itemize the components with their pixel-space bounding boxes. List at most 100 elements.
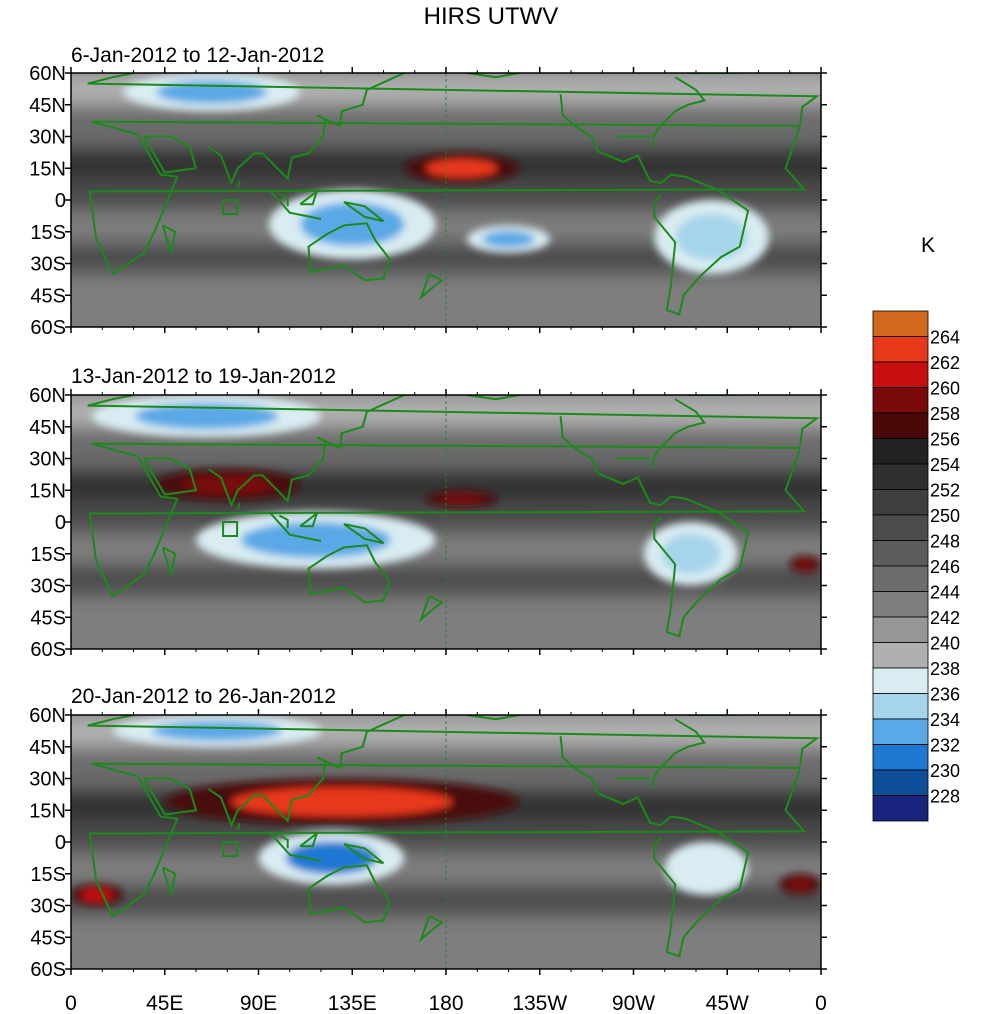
panel-1-coastlines	[87, 73, 820, 316]
coastline	[418, 273, 444, 301]
coastline	[343, 843, 385, 865]
coastline	[268, 188, 322, 220]
coastline	[651, 718, 707, 790]
coastline	[307, 544, 391, 604]
panel-1-field	[71, 73, 821, 327]
moist-anomaly-core	[680, 851, 733, 885]
colorbar-label: 232	[930, 736, 960, 756]
colorbar-box	[872, 667, 929, 694]
coastline	[207, 73, 405, 186]
coastline	[343, 201, 385, 223]
colorbar-label: 258	[930, 404, 960, 424]
colorbar-label: 262	[930, 353, 960, 373]
map-panel-1: 6-Jan-2012 to 12-Jan-2012 60N 45N 30N 15N 0 1…	[29, 44, 827, 339]
anomaly-features	[71, 715, 821, 906]
coastline	[307, 222, 391, 282]
panel-2-period: 13-Jan-2012 to 19-Jan-2012	[71, 365, 336, 388]
warm-anomaly-core	[795, 559, 816, 570]
lat-tick-label: 45N	[29, 737, 66, 759]
lon-tick-label: 0	[815, 992, 827, 1014]
coastline	[161, 546, 177, 576]
coastline	[466, 73, 520, 79]
lat-tick-label: 30N	[29, 769, 66, 791]
panel-3-ticks	[65, 709, 827, 975]
lon-tick-label: 135E	[328, 992, 377, 1014]
colorbar-box	[872, 463, 929, 490]
panel-1-ticks	[65, 67, 827, 333]
lon-tick-label: 90E	[240, 992, 277, 1014]
coastline	[307, 864, 391, 924]
colorbar-box	[872, 387, 929, 414]
coastline	[88, 120, 807, 276]
colorbar-box	[872, 412, 929, 439]
colorbar-box	[872, 438, 929, 465]
colorbar-box	[872, 310, 929, 337]
lat-tick-label: 15N	[29, 158, 66, 180]
coastline	[466, 715, 520, 721]
panel-2-lat-labels: 60N 45N 30N 15N 0 15S 30S 45S 60S	[29, 385, 66, 661]
colorbar-label: 230	[930, 761, 960, 781]
warm-anomaly-core	[231, 787, 453, 817]
colorbar-boxes	[872, 310, 929, 822]
zonal-band	[71, 916, 821, 969]
colorbar-label: 238	[930, 659, 960, 679]
coastline	[207, 715, 405, 828]
coastline	[236, 502, 241, 510]
coastline	[161, 866, 177, 896]
lat-tick-label: 15S	[30, 222, 66, 244]
coastline	[88, 442, 807, 598]
colorbar-labels: 264 262 260 258 256 254 252 250 248 246 244 242 240 2…	[930, 328, 960, 807]
coastline	[559, 94, 750, 316]
colorbar-box	[872, 795, 929, 822]
colorbar-label: 244	[930, 583, 960, 603]
colorbar-unit: K	[921, 234, 935, 257]
moist-anomaly-core	[156, 80, 267, 104]
lon-tick-label: 45E	[146, 992, 183, 1014]
zonal-band	[71, 596, 821, 649]
lat-tick-label: 30N	[29, 449, 66, 471]
warm-anomaly-core	[425, 158, 498, 178]
panel-2-ticks	[65, 389, 827, 655]
panel-1-period: 6-Jan-2012 to 12-Jan-2012	[71, 44, 324, 67]
lon-tick-label: 180	[428, 992, 463, 1014]
coastline	[299, 188, 319, 206]
colorbar-label: 252	[930, 481, 960, 501]
coastline	[651, 398, 707, 470]
lon-tick-label: 90W	[612, 992, 655, 1014]
lat-tick-label: 15S	[30, 864, 66, 886]
colorbar-box	[872, 514, 929, 541]
lat-tick-label: 0	[55, 190, 66, 212]
colorbar-label: 234	[930, 710, 960, 730]
moist-anomaly-core	[151, 720, 282, 741]
colorbar-box	[872, 591, 929, 618]
zonal-band	[71, 274, 821, 327]
coastline	[236, 822, 241, 830]
coastline	[418, 595, 444, 623]
lat-tick-label: 60N	[29, 385, 66, 407]
colorbar-box	[872, 616, 929, 643]
lat-tick-label: 0	[55, 832, 66, 854]
colorbar-label: 256	[930, 430, 960, 450]
region-box	[222, 841, 239, 857]
coastline	[299, 510, 319, 528]
lat-tick-label: 0	[55, 512, 66, 534]
colorbar-box	[872, 718, 929, 745]
chart-title: HIRS UTWV	[424, 3, 559, 30]
moist-anomaly-core	[661, 533, 721, 574]
region-box	[222, 199, 239, 215]
colorbar-box	[872, 489, 929, 516]
coastline	[466, 395, 520, 401]
colorbar-label: 260	[930, 379, 960, 399]
coastline	[88, 762, 807, 918]
lat-tick-label: 15N	[29, 480, 66, 502]
coastline	[651, 76, 707, 148]
coastline	[268, 830, 322, 862]
coastline	[87, 715, 820, 766]
lon-tick-label: 45W	[706, 992, 749, 1014]
panel-3-field	[71, 715, 821, 969]
colorbar-box	[872, 336, 929, 363]
warm-anomaly-core	[438, 493, 485, 505]
colorbar-box	[872, 361, 929, 388]
colorbar-label: 236	[930, 685, 960, 705]
coastline	[236, 180, 241, 188]
